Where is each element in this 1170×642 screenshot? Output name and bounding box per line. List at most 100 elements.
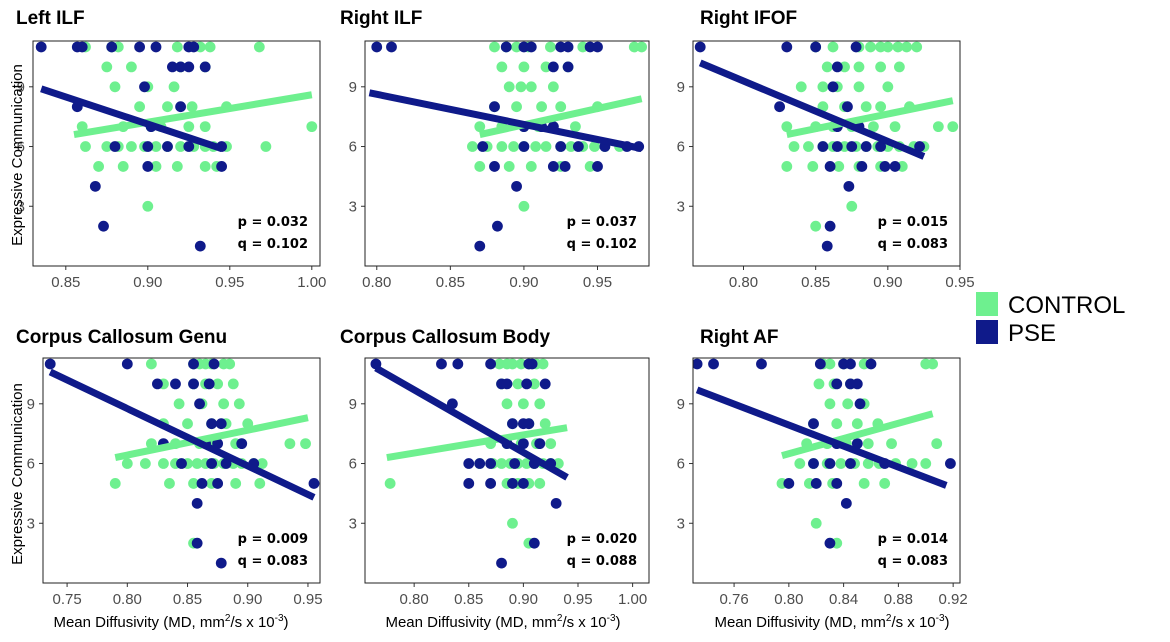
pse-point xyxy=(212,478,224,489)
pse-point xyxy=(215,418,227,430)
pse-point xyxy=(507,418,518,430)
y-tick-label: 9 xyxy=(349,79,357,96)
control-point xyxy=(927,358,939,370)
control-point xyxy=(256,458,268,469)
pse-point xyxy=(121,358,133,370)
pse-point xyxy=(485,478,497,489)
pse-point xyxy=(485,458,497,469)
plot-area xyxy=(694,41,959,252)
pse-point xyxy=(191,497,203,509)
control-point xyxy=(164,478,175,489)
pse-point xyxy=(152,378,163,390)
pse-point xyxy=(526,358,538,370)
control-point xyxy=(183,121,195,133)
x-tick-label: 0.75 xyxy=(52,591,81,608)
pse-point xyxy=(175,101,187,113)
legend-label-pse: PSE xyxy=(1008,320,1056,347)
pse-point xyxy=(474,240,486,252)
control-point xyxy=(501,398,513,410)
x-tick-label: 0.92 xyxy=(939,591,968,608)
control-point xyxy=(875,61,887,73)
pse-point xyxy=(517,478,529,489)
pse-point xyxy=(879,161,891,172)
control-point xyxy=(882,81,894,93)
y-tick-label: 6 xyxy=(677,139,685,156)
control-point xyxy=(503,81,515,93)
control-point xyxy=(570,121,581,133)
panel-1: Left ILF 0.85 0.90 0.95 1.00 3 6 9 p = 0.032 q = … xyxy=(16,8,326,291)
control-point xyxy=(547,81,559,93)
pse-point xyxy=(856,161,868,172)
pse-point xyxy=(175,61,187,73)
pse-point xyxy=(511,180,522,192)
control-point xyxy=(507,358,518,370)
pse-point xyxy=(206,458,218,469)
control-point xyxy=(589,141,600,152)
pse-fit-line xyxy=(695,386,948,489)
control-point xyxy=(636,41,648,53)
pse-point xyxy=(308,478,320,489)
pse-point xyxy=(525,41,537,53)
control-point xyxy=(920,458,932,469)
pse-point xyxy=(170,378,181,390)
x-tick-label: 0.95 xyxy=(583,274,612,291)
y-tick-label: 6 xyxy=(27,456,35,473)
control-point xyxy=(218,398,230,410)
control-point xyxy=(150,161,162,172)
control-point xyxy=(794,458,806,469)
control-point xyxy=(125,61,137,73)
control-point xyxy=(539,418,551,430)
control-point xyxy=(134,101,146,113)
control-fit-line xyxy=(114,414,309,461)
x-tick-label: 0.85 xyxy=(436,274,465,291)
control-point xyxy=(528,378,540,390)
control-point xyxy=(893,61,905,73)
pse-fit-line xyxy=(40,85,223,152)
control-point xyxy=(853,61,865,73)
y-tick-label: 3 xyxy=(677,198,685,215)
x-tick-label: 0.95 xyxy=(215,274,244,291)
plot-area xyxy=(368,41,648,252)
control-point xyxy=(807,161,819,172)
control-point xyxy=(162,101,173,113)
pse-point xyxy=(810,41,822,53)
y-tick-label: 6 xyxy=(17,139,25,156)
pse-point xyxy=(774,101,785,113)
control-point xyxy=(80,141,91,152)
control-point xyxy=(824,398,836,410)
control-point xyxy=(781,121,793,133)
pse-point xyxy=(781,41,793,53)
pse-point xyxy=(176,458,187,469)
pse-point xyxy=(485,358,497,370)
pse-point xyxy=(528,537,540,549)
p-value: p = 0.037 xyxy=(567,215,637,230)
control-point xyxy=(525,161,537,172)
pse-point xyxy=(831,141,843,152)
pse-point xyxy=(507,478,518,489)
pse-point xyxy=(183,141,195,152)
y-tick-label: 9 xyxy=(677,79,685,96)
control-point xyxy=(199,161,211,172)
control-point xyxy=(842,398,854,410)
pse-point xyxy=(191,537,203,549)
pse-point xyxy=(215,557,227,569)
q-value: q = 0.102 xyxy=(238,237,308,252)
pse-point xyxy=(98,220,109,232)
pse-point xyxy=(492,220,503,232)
control-point xyxy=(306,121,318,133)
x-tick-label: 0.85 xyxy=(51,274,80,291)
x-tick-label: 1.00 xyxy=(297,274,326,291)
control-point xyxy=(525,81,537,93)
x-tick-label: 0.90 xyxy=(873,274,902,291)
pse-point xyxy=(851,378,863,390)
pse-point xyxy=(142,161,154,172)
x-tick-label: 0.85 xyxy=(801,274,830,291)
panel-border xyxy=(32,40,321,267)
pse-point xyxy=(203,378,215,390)
control-point xyxy=(534,398,546,410)
panel-2: Right ILF 0.80 0.85 0.90 0.95 3 6 9 p = 0.037 q =… xyxy=(340,8,650,291)
x-tick-label: 0.80 xyxy=(362,274,391,291)
control-point xyxy=(168,81,180,93)
control-point xyxy=(931,438,943,450)
pse-point xyxy=(840,497,852,509)
